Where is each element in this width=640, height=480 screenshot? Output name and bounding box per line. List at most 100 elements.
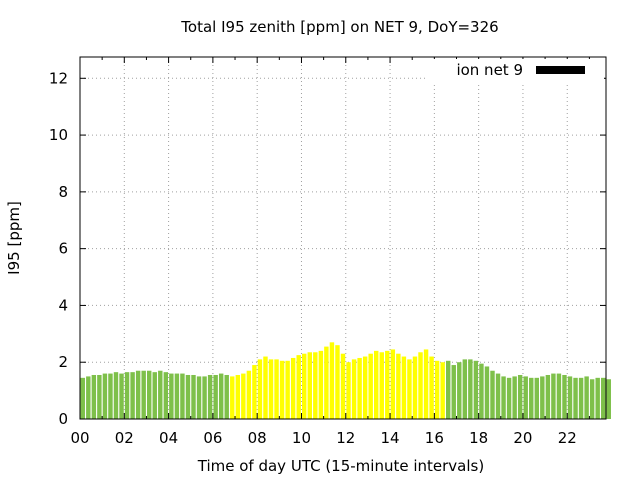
x-tick-label: 22 [558,429,577,447]
bar [506,377,512,419]
bar [124,372,130,419]
bar [418,352,423,419]
bar [163,372,169,419]
y-tick-label: 0 [58,410,68,428]
bar [556,373,562,419]
y-tick-label: 12 [49,69,68,87]
bar [324,346,329,419]
bar [296,355,301,419]
bar [479,363,484,419]
bar [578,377,584,419]
bar [241,373,246,419]
bar [606,379,611,419]
bar [180,373,185,419]
bar [91,374,97,419]
bar [268,359,274,419]
bar [396,353,401,419]
legend: ion net 9 [426,59,604,83]
bar [207,374,213,419]
bar [567,376,573,419]
bar [185,374,191,419]
y-tick-label: 4 [58,296,68,314]
bar [473,360,479,419]
bar [357,357,362,419]
bar [573,377,578,419]
bar [108,373,113,419]
bar [534,377,539,419]
bar [318,350,324,419]
bar [224,374,229,419]
bar [152,372,157,419]
bar [313,352,318,419]
bar [429,356,434,419]
legend-label: ion net 9 [456,61,523,79]
bar [252,365,257,419]
bar [169,373,174,419]
bar [196,376,202,419]
x-tick-label: 14 [381,429,400,447]
x-tick-label: 08 [248,429,267,447]
bar [285,360,290,419]
y-tick-label: 8 [58,183,68,201]
bar [595,377,600,419]
bar [135,370,141,419]
bar [589,379,595,419]
bar [257,359,263,419]
bar [340,353,346,419]
chart-title: Total I95 zenith [ppm] on NET 9, DoY=326 [180,18,498,36]
bar [97,374,102,419]
bar [335,345,340,419]
x-tick-label: 10 [292,429,311,447]
bar [102,373,108,419]
bar [501,376,506,419]
bar [390,349,396,419]
bar [512,376,517,419]
x-tick-label: 20 [513,429,532,447]
legend-swatch [536,66,585,74]
bar [440,362,445,419]
bar [457,362,462,419]
bar [451,365,456,419]
bar [130,372,135,419]
bar [601,377,606,419]
bar [412,356,418,419]
x-tick-label: 02 [115,429,134,447]
bar [158,370,163,419]
bar [141,370,146,419]
plot-frame [79,56,607,420]
bar [551,373,556,419]
bar [279,360,285,419]
bar [202,376,207,419]
bar [517,374,523,419]
bar [191,374,196,419]
y-axis-title: I95 [ppm] [5,201,23,275]
bar [462,359,468,419]
bar [235,374,241,419]
bars [80,342,611,419]
bar [80,377,85,419]
y-tick-label: 6 [58,240,68,258]
bar [529,377,534,419]
bar [329,342,335,419]
bar [545,374,551,419]
bar [523,376,528,419]
x-tick-label: 04 [159,429,178,447]
bar [540,376,545,419]
bar [302,353,307,419]
bar [86,376,91,419]
bar [119,373,124,419]
bar [113,372,119,419]
bar [490,370,495,419]
bar [346,362,351,419]
y-tick-label: 2 [58,353,68,371]
bar [290,357,296,419]
x-tick-label: 12 [336,429,355,447]
bar [307,352,312,419]
bar [495,373,501,419]
x-tick-label: 16 [425,429,444,447]
bar [147,370,152,419]
bar [246,370,252,419]
x-tick-label: 00 [70,429,89,447]
